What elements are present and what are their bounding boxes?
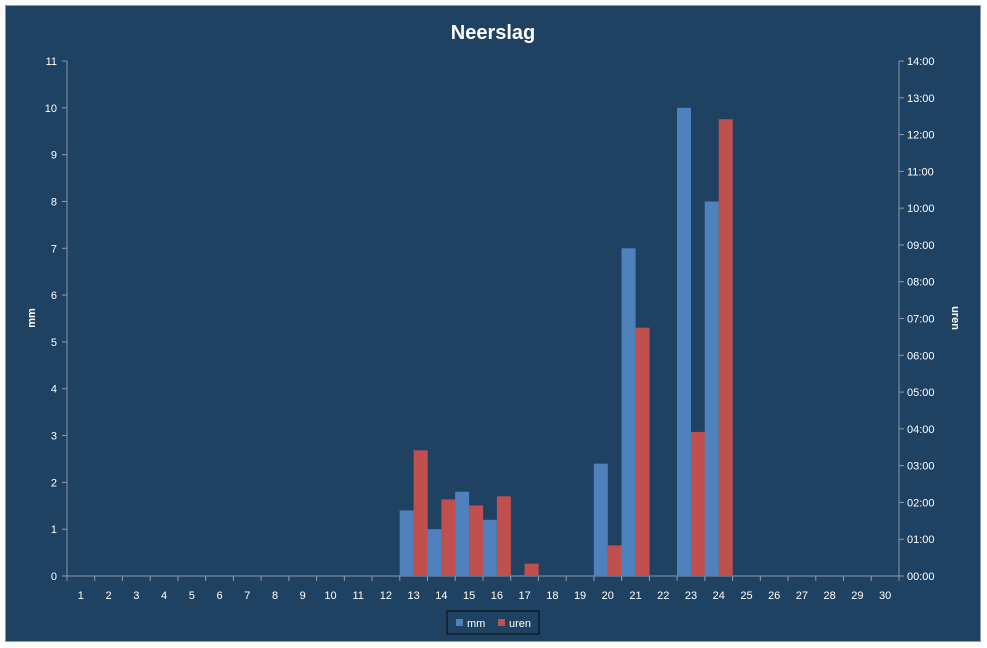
y-tick-label: 9 [51,150,57,162]
y2-tick-label: 00:00 [907,571,935,583]
y-tick-label: 11 [46,56,57,68]
legend-label-mm: mm [467,618,485,630]
chart-title: Neerslag [451,22,536,44]
y2-tick-label: 08:00 [907,277,935,289]
bar-uren [524,563,539,576]
y2-tick-label: 09:00 [907,240,935,252]
y2-tick-label: 03:00 [907,461,935,473]
bar-uren [691,431,705,576]
x-tick-label: 16 [491,590,503,602]
y2-tick-label: 02:00 [907,497,935,509]
y2-tick-label: 10:00 [907,203,935,215]
legend-swatch-mm [456,619,463,626]
x-tick-label: 6 [216,590,222,602]
x-tick-label: 11 [352,590,363,602]
x-tick-label: 26 [768,590,780,602]
x-tick-label: 9 [300,590,306,602]
x-tick-label: 7 [244,590,250,602]
y2-tick-label: 12:00 [907,130,935,142]
y2-tick-label: 05:00 [907,387,935,399]
x-tick-label: 15 [463,590,475,602]
y-tick-label: 3 [51,431,57,443]
x-tick-label: 8 [272,590,278,602]
legend-box [446,610,540,635]
x-tick-label: 12 [380,590,392,602]
bar-mm [399,510,414,576]
bar-uren [441,499,456,576]
y2-tick-label: 11:00 [907,166,934,178]
x-tick-label: 18 [546,590,558,602]
x-tick-label: 4 [161,590,167,602]
x-tick-label: 21 [629,590,641,602]
bar-mm [704,201,719,577]
y-tick-label: 10 [45,103,57,115]
y2-tick-label: 04:00 [907,424,935,436]
x-tick-label: 5 [189,590,195,602]
x-tick-label: 29 [851,590,863,602]
x-tick-label: 17 [518,590,530,602]
bar-uren [496,496,511,576]
y2-tick-label: 13:00 [907,93,935,105]
y-tick-label: 0 [51,571,57,583]
y-tick-label: 1 [51,524,57,536]
bar-uren [607,545,622,576]
bar-uren [413,450,428,576]
axes: 0123456789101100:0001:0002:0003:0004:000… [45,56,935,602]
y2-axis-label: uren [949,306,961,330]
x-tick-label: 10 [324,590,336,602]
bar-mm [482,519,497,576]
y-tick-label: 6 [51,290,57,302]
x-tick-label: 19 [574,590,586,602]
x-tick-label: 28 [824,590,836,602]
x-tick-label: 1 [78,590,84,602]
y-tick-label: 5 [51,337,57,349]
y-tick-label: 7 [51,243,57,255]
y2-tick-label: 06:00 [907,350,935,362]
bar-uren [718,119,733,576]
x-tick-label: 27 [796,590,808,602]
y2-tick-label: 07:00 [907,314,935,326]
x-tick-label: 23 [685,590,697,602]
x-tick-label: 22 [657,590,669,602]
bars [399,107,733,577]
x-tick-label: 24 [713,590,725,602]
x-tick-label: 20 [602,590,614,602]
x-tick-label: 30 [879,590,891,602]
x-tick-label: 3 [133,590,139,602]
y-axis-label: mm [26,308,38,328]
x-tick-label: 2 [106,590,112,602]
legend-label-uren: uren [509,618,531,630]
y2-tick-label: 14:00 [907,56,935,68]
x-tick-label: 13 [408,590,420,602]
y-tick-label: 2 [51,477,57,489]
bar-uren [469,505,484,576]
y-tick-label: 8 [51,196,57,208]
bar-mm [593,463,608,576]
legend-swatch-uren [498,619,505,626]
x-tick-label: 25 [740,590,752,602]
bar-mm [455,491,470,576]
y2-tick-label: 01:00 [907,534,935,546]
bar-mm [427,529,442,576]
x-tick-label: 14 [435,590,447,602]
legend: mm uren [446,610,540,635]
bar-uren [635,327,650,576]
bar-mm [621,248,636,577]
bar-mm [677,107,691,577]
y-tick-label: 4 [51,384,57,396]
